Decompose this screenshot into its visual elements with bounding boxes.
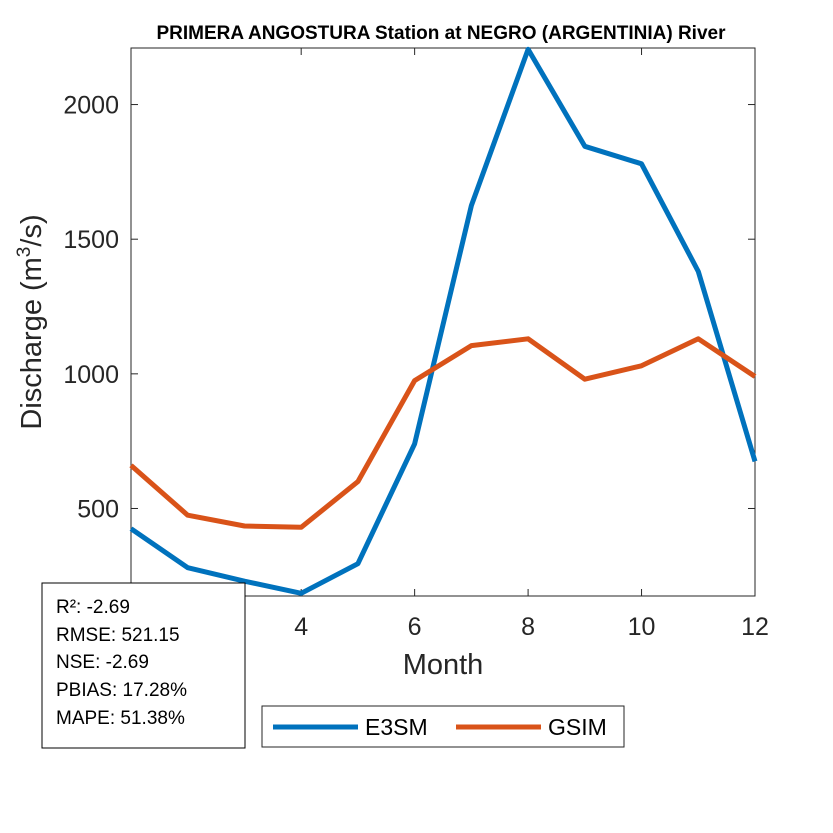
stat-pbias: PBIAS: 17.28%	[56, 680, 187, 701]
y-axis-label-sup: 3	[14, 247, 35, 258]
stat-rmse: RMSE: 521.15	[56, 625, 180, 646]
x-tick-label: 10	[628, 613, 656, 641]
legend: E3SM GSIM	[261, 705, 625, 748]
series-group	[129, 46, 758, 596]
x-axis-label: Month	[403, 649, 484, 681]
y-tick-label: 1500	[63, 226, 119, 254]
y-axis-label-main: Discharge (m	[16, 257, 48, 429]
series-line-gsim	[129, 336, 757, 530]
legend-label-e3sm: E3SM	[365, 714, 428, 740]
chart-title: PRIMERA ANGOSTURA Station at NEGRO (ARGE…	[157, 23, 727, 44]
stats-box: R²: -2.69 RMSE: 521.15 NSE: -2.69 PBIAS:…	[41, 582, 246, 749]
x-tick-label: 6	[408, 613, 422, 641]
y-tick-label: 2000	[63, 92, 119, 120]
x-tick-label: 4	[294, 613, 308, 641]
series-line-e3sm	[129, 46, 758, 596]
y-tick-label: 500	[77, 495, 119, 523]
x-tick-label: 12	[741, 613, 769, 641]
y-axis-label-tail: /s)	[16, 214, 48, 246]
stats-box-frame	[41, 582, 246, 749]
stat-mape: MAPE: 51.38%	[56, 708, 185, 729]
x-axis: 4 6 8 10 12	[294, 48, 769, 641]
y-axis-label: Discharge (m3/s)	[14, 214, 48, 429]
stat-nse: NSE: -2.69	[56, 652, 149, 673]
y-axis: 500 1000 1500 2000	[63, 92, 755, 523]
x-tick-label: 8	[521, 613, 535, 641]
legend-label-gsim: GSIM	[548, 714, 607, 740]
y-tick-label: 1000	[63, 361, 119, 389]
stat-r2: R²: -2.69	[56, 597, 130, 618]
